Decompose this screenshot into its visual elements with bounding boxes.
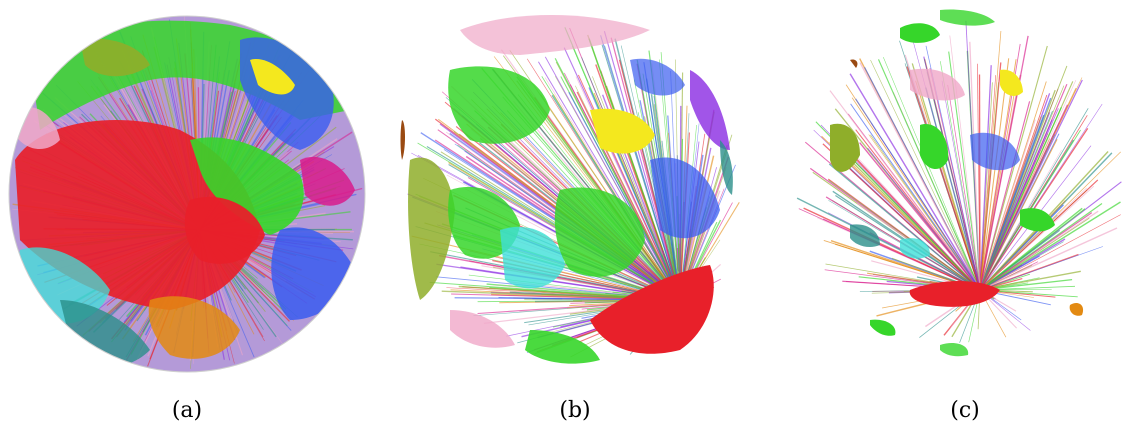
caption-a: (a) xyxy=(171,398,203,423)
panel-c-image xyxy=(796,9,1122,357)
panel-c: (c) xyxy=(790,0,1143,423)
panel-a: (a) xyxy=(0,0,380,423)
panel-b-image xyxy=(400,15,740,364)
caption-b: (b) xyxy=(559,398,591,423)
caption-c: (c) xyxy=(950,398,980,423)
panel-b: (b) xyxy=(390,0,760,423)
panel-a-image xyxy=(8,15,366,373)
